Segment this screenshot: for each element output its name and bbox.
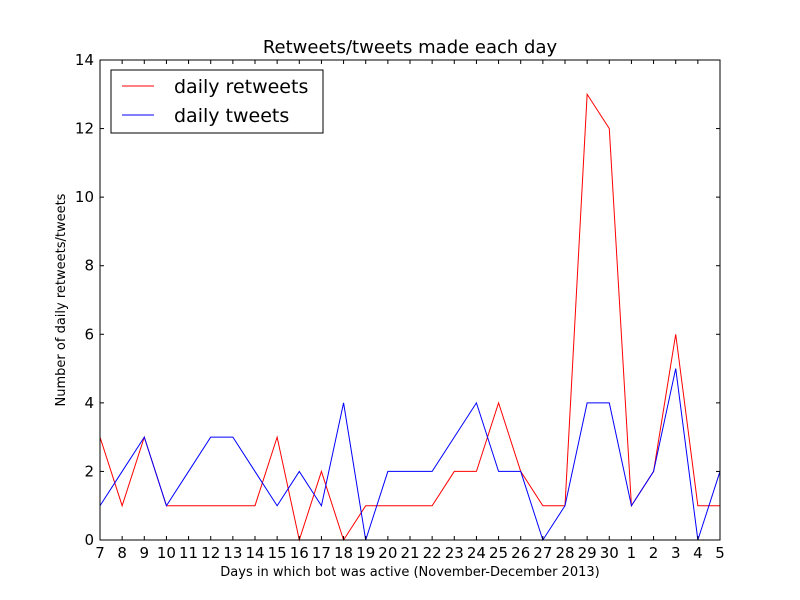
x-tick-label: 27 — [533, 544, 552, 562]
x-tick-label: 8 — [117, 544, 127, 562]
y-tick-label: 12 — [75, 120, 94, 138]
x-tick-label: 9 — [140, 544, 150, 562]
x-tick-label: 24 — [467, 544, 486, 562]
x-tick-label: 21 — [400, 544, 419, 562]
x-tick-label: 15 — [268, 544, 287, 562]
x-tick-label: 4 — [693, 544, 703, 562]
x-tick-label: 5 — [715, 544, 725, 562]
x-tick-label: 13 — [223, 544, 242, 562]
x-tick-label: 12 — [201, 544, 220, 562]
x-tick-label: 2 — [649, 544, 659, 562]
x-tick-label: 14 — [245, 544, 264, 562]
x-tick-label: 30 — [600, 544, 619, 562]
x-tick-label: 18 — [334, 544, 353, 562]
x-tick-label: 22 — [423, 544, 442, 562]
x-tick-label: 11 — [179, 544, 198, 562]
y-tick-label: 8 — [84, 257, 94, 275]
y-tick-label: 6 — [84, 325, 94, 343]
y-tick-label: 2 — [84, 462, 94, 480]
x-axis-label: Days in which bot was active (November-D… — [220, 565, 599, 580]
y-tick-label: 10 — [75, 188, 94, 206]
x-tick-label: 7 — [95, 544, 105, 562]
x-tick-label: 1 — [627, 544, 637, 562]
legend-box — [110, 69, 324, 134]
x-tick-label: 25 — [489, 544, 508, 562]
x-tick-label: 29 — [578, 544, 597, 562]
x-tick-label: 26 — [511, 544, 530, 562]
x-tick-label: 10 — [157, 544, 176, 562]
plot-area — [99, 92, 721, 542]
y-tick-label: 14 — [75, 51, 94, 69]
legend: daily retweets daily tweets — [110, 69, 324, 134]
x-tick-label: 20 — [378, 544, 397, 562]
chart-title: Retweets/tweets made each day — [263, 37, 558, 58]
axes: 7 8 9 10 11 12 13 14 15 16 17 18 19 20 21 22 23 24 25 26 27 2… — [75, 51, 725, 562]
x-tick-label: 16 — [290, 544, 309, 562]
y-tick-label: 0 — [84, 531, 94, 549]
legend-label-1: daily retweets — [174, 76, 308, 98]
series-line-2 — [99, 368, 721, 542]
x-tick-label: 28 — [555, 544, 574, 562]
x-tick-label: 17 — [312, 544, 331, 562]
x-tick-label: 19 — [356, 544, 375, 562]
x-tick-label: 23 — [445, 544, 464, 562]
legend-label-2: daily tweets — [174, 105, 289, 127]
y-tick-label: 4 — [84, 394, 94, 412]
y-axis-label: Number of daily retweets/tweets — [54, 193, 69, 406]
series-line-1 — [99, 92, 720, 542]
x-tick-label: 3 — [671, 544, 681, 562]
